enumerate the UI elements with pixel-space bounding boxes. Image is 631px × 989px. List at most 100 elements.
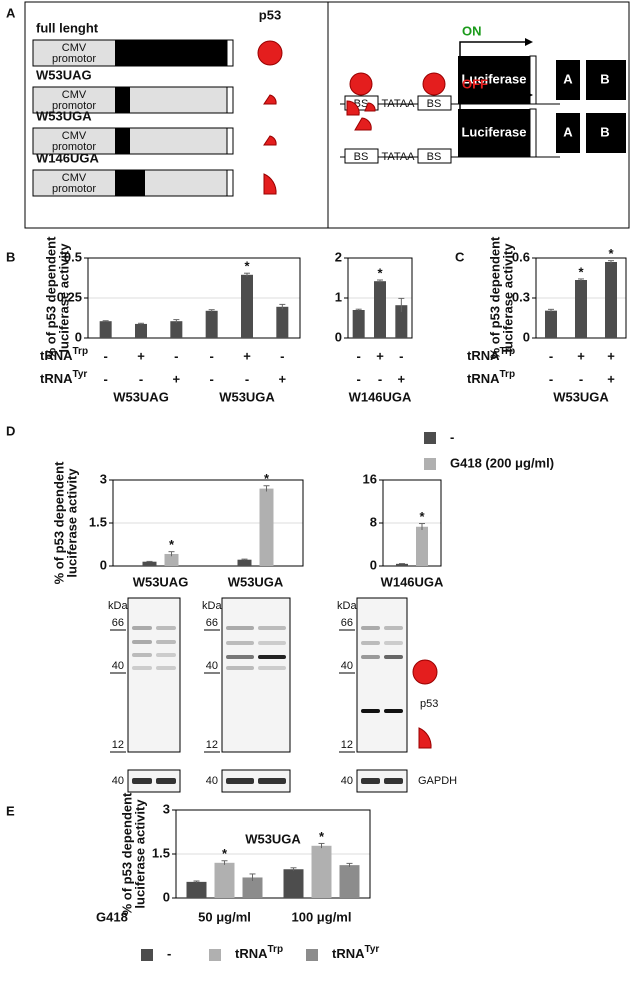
significance-star: * [377,265,383,280]
y-tick-label: 0 [523,329,530,344]
row-mark: - [280,348,284,363]
row-mark: + [376,348,384,363]
construct-end [226,39,234,67]
significance-star: * [244,259,250,274]
bs-box [417,95,452,111]
exon-text: B [600,71,609,86]
blot-band [226,641,254,645]
arrow-head [525,38,533,46]
tss-arrow [459,94,525,109]
blot-band [361,655,380,659]
bs-text: BS [427,151,442,163]
promoter-text: promotor [52,100,96,112]
panel-a-frame [24,1,630,229]
bar [374,281,386,338]
blot-band [258,666,286,670]
p53-protein [257,40,283,66]
construct-orf [115,170,145,196]
bar [396,563,408,566]
blot-band [258,778,286,784]
blot-band [156,666,176,670]
blot [221,597,291,753]
blot-band [384,778,403,784]
blot-loading: GAPDH [418,775,457,787]
x-category-label: 50 μg/ml [198,909,251,924]
blot-unit: kDa [202,600,222,612]
legend-label: - [167,946,171,961]
significance-star: * [419,509,425,524]
row-mark: - [209,348,213,363]
row-mark: + [137,348,145,363]
y-tick-label: 3 [163,801,170,816]
bar [214,862,235,898]
blot-unit: kDa [108,600,128,612]
legend-swatch [424,458,436,470]
blot [127,597,181,753]
bar [416,526,428,566]
row-label: G418 [96,909,128,924]
row-mark: - [139,371,143,386]
blot-band [132,626,152,630]
bs-box [417,148,452,164]
exon-box [556,60,626,100]
blot-band [361,778,380,784]
y-axis-label: luciferase activity [132,799,147,909]
row-mark: - [103,371,107,386]
y-tick-label: 1.5 [89,514,107,529]
construct-end [226,127,234,155]
bar [283,869,304,898]
legend-label: G418 (200 μg/ml) [450,455,554,470]
bar [170,321,183,338]
tss-arrow [459,41,525,56]
loading-blot [356,769,408,793]
legend-swatch [424,432,436,444]
row-label-sup: Trp [73,346,89,357]
marker-label: 12 [206,739,218,751]
significance-star: * [608,246,614,261]
construct-orf [115,87,130,113]
row-mark: + [607,371,615,386]
legend-label-base: tRNA [332,946,365,961]
blot-band [132,666,152,670]
construct-end [226,86,234,114]
x-category-label: 100 μg/ml [292,909,352,924]
row-label-base: tRNA [467,371,500,386]
row-label-base: tRNA [40,371,73,386]
marker-label: 40 [112,775,124,787]
bar [241,274,253,338]
legend-swatch [141,949,153,961]
bar [99,321,112,338]
p53-fragment [354,117,372,131]
bar [352,310,365,338]
p53-fragment [346,100,360,116]
row-mark: - [549,348,553,363]
y-tick-label: 2 [335,249,342,264]
bar [205,310,218,338]
marker-label: 66 [112,617,124,629]
p53-fragment [263,135,277,146]
bar [237,559,252,566]
row-label-sup: Tyr [73,369,88,380]
group-label: W53UGA [553,389,609,404]
p53-fragment [263,173,277,195]
promoter-text: promotor [52,183,96,195]
marker-label: 40 [206,775,218,787]
bar [135,323,147,338]
row-mark: - [209,371,213,386]
bar [545,310,557,338]
marker-label: 40 [206,660,218,672]
row-mark: - [174,348,178,363]
x-category-label: W146UGA [381,574,444,589]
promoter-text: CMV [62,130,87,142]
luciferase-box [458,56,530,104]
row-label: tRNATyr [40,369,87,387]
row-label: tRNATrp [467,369,515,387]
bar [276,306,289,338]
legend-label-sup: Tyr [365,944,380,955]
y-tick-label: 0 [370,557,377,572]
bar [395,305,408,338]
blot-band [361,641,380,645]
y-tick-label: 0 [75,329,82,344]
bs-text: BS [427,98,442,110]
luciferase-end [529,108,537,158]
